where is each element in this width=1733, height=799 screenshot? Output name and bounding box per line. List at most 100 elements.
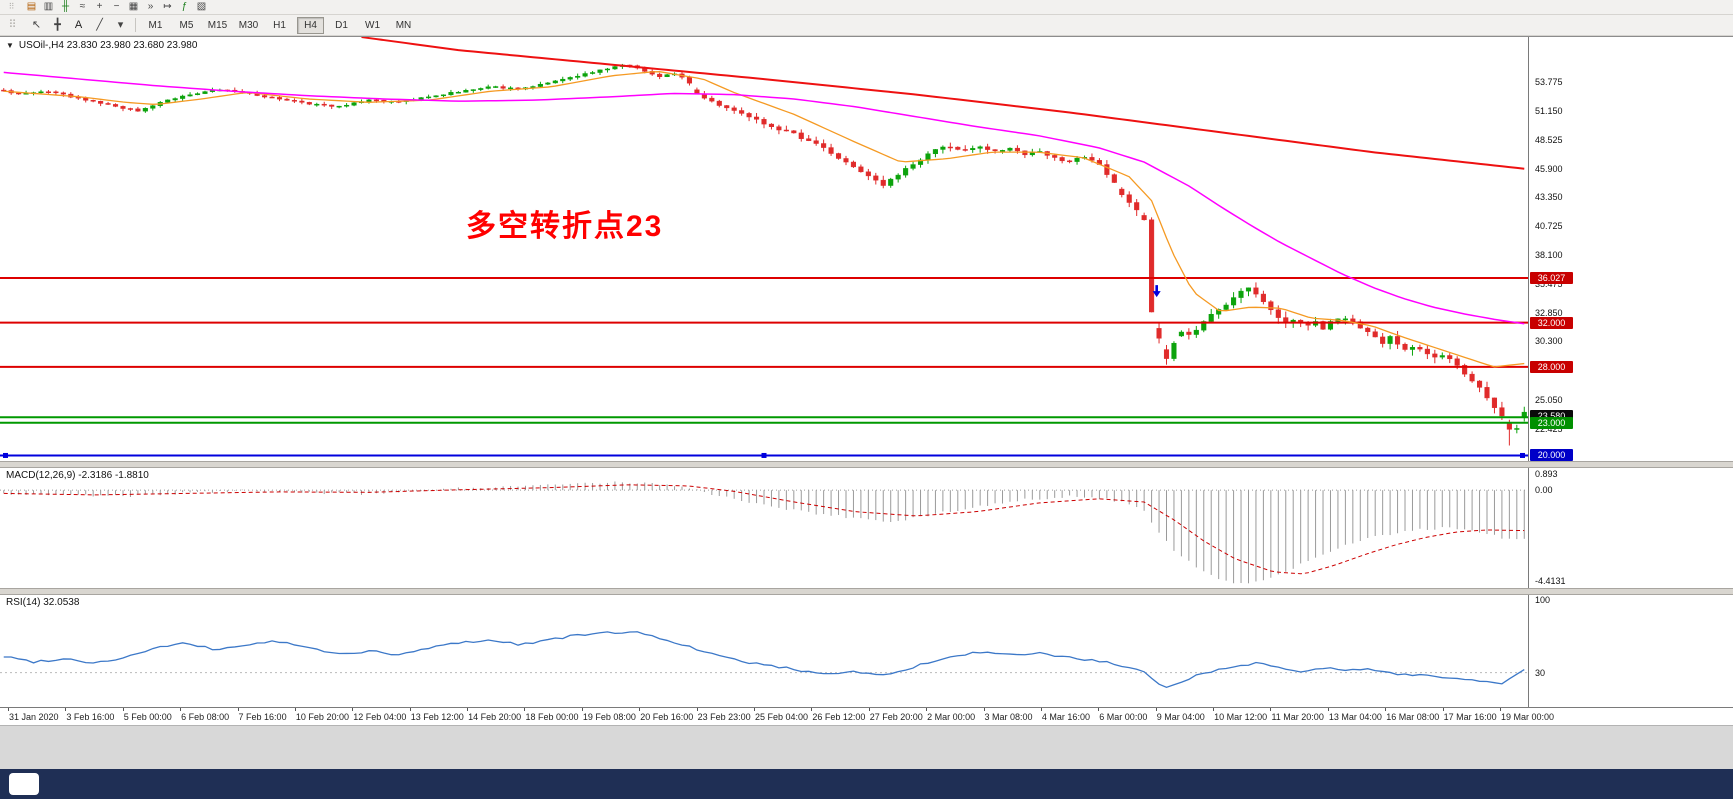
zoom-out-icon[interactable]: −: [113, 1, 120, 12]
date-axis-tick: [1270, 708, 1272, 711]
date-axis-tick: [926, 708, 928, 711]
rsi-line: [3, 631, 1525, 689]
hline-handle[interactable]: [761, 452, 767, 458]
date-axis-tick: [754, 708, 755, 711]
zoom-in-icon[interactable]: +: [96, 1, 103, 12]
date-axis-tick: [581, 708, 583, 711]
price-axis-label: 53.775: [1535, 76, 1563, 87]
toolbar-tools-timeframes: ⠿ ↖ ╋ A ╱ ▾ M1 M5 M15 M30 H1 H4 D1 W1 MN: [0, 15, 1733, 36]
templates-icon[interactable]: ▧: [196, 1, 207, 12]
macd-signal-line: [3, 484, 1525, 575]
ma-mid-line: [3, 71, 1525, 325]
panel-separator[interactable]: [0, 461, 1733, 468]
date-axis-label: 27 Feb 20:00: [869, 712, 923, 722]
date-axis-tick: [467, 708, 469, 711]
date-axis-tick: [1213, 708, 1215, 711]
macd-panel: 0.893 0.00 -4.4131 MACD(12,26,9) -2.3186 -…: [0, 468, 1733, 588]
candlestick-chart-icon[interactable]: ╫: [61, 1, 70, 12]
date-axis-tick: [1385, 708, 1387, 711]
date-axis-label: 6 Mar 00:00: [1099, 712, 1148, 722]
date-axis-tick: [294, 708, 296, 711]
rsi-canvas[interactable]: [0, 595, 1528, 707]
date-axis-label: 26 Feb 12:00: [812, 712, 866, 722]
new-order-icon[interactable]: ▤: [26, 1, 37, 12]
date-axis-label: 23 Feb 23:00: [697, 712, 751, 722]
date-axis-tick: [65, 708, 67, 711]
date-axis[interactable]: 31 Jan 2020 3 Feb 16:00 5 Feb 00:00 6 Feb 0…: [0, 707, 1733, 725]
drawing-tools-group: ⠿ ↖ ╋ A ╱ ▾: [3, 17, 130, 33]
date-axis-tick: [122, 708, 124, 711]
date-axis-tick: [1442, 708, 1444, 711]
date-axis-label: 3 Feb 16:00: [66, 712, 115, 722]
price-axis-label: 38.100: [1535, 250, 1563, 261]
trendline-tool-icon[interactable]: ╱: [96, 19, 103, 31]
tools-dropdown-icon[interactable]: ▾: [117, 19, 124, 31]
macd-canvas[interactable]: [0, 468, 1528, 588]
timeframe-button-m5[interactable]: M5: [179, 19, 194, 31]
price-axis-label: 51.150: [1535, 105, 1563, 116]
toolbar-drag-handle: ⠿: [8, 19, 17, 31]
date-axis-tick: [639, 708, 641, 711]
macd-histogram: [3, 481, 1525, 584]
date-axis-label: 13 Feb 12:00: [410, 712, 464, 722]
macd-axis: 0.893 0.00 -4.4131: [1528, 468, 1733, 588]
price-badge-20.000: 20.000: [1530, 449, 1573, 462]
date-axis-tick: [352, 708, 354, 711]
crosshair-tool-icon[interactable]: ╋: [54, 19, 61, 31]
chart-collapse-icon[interactable]: ▼: [6, 41, 14, 50]
text-tool-icon[interactable]: A: [74, 19, 83, 31]
timeframe-button-h1[interactable]: H1: [273, 19, 286, 31]
horizontal-level-lines: [0, 277, 1528, 458]
date-axis-label: 20 Feb 16:00: [640, 712, 694, 722]
price-axis-label: 40.725: [1535, 221, 1563, 232]
date-axis-label: 11 Mar 20:00: [1271, 712, 1324, 722]
timeframe-button-m1[interactable]: M1: [148, 19, 163, 31]
ma-slow-line: [361, 37, 1525, 170]
rsi-axis: 100 30: [1528, 595, 1733, 707]
date-axis-label: 14 Feb 20:00: [468, 712, 522, 722]
timeframe-button-h4[interactable]: H4: [297, 16, 324, 34]
timeframe-button-mn[interactable]: MN: [395, 19, 412, 31]
timeframe-button-d1[interactable]: D1: [335, 19, 348, 31]
price-badge-23.000: 23.000: [1530, 416, 1573, 429]
date-axis-label: 25 Feb 04:00: [755, 712, 809, 722]
timeframe-button-m15[interactable]: M15: [207, 19, 228, 31]
date-axis-label: 16 Mar 08:00: [1386, 712, 1440, 722]
macd-label: MACD(12,26,9) -2.3186 -1.8810: [6, 470, 149, 481]
cursor-tool-icon[interactable]: ↖: [31, 19, 42, 31]
price-axis[interactable]: 53.775 51.150 48.525 45.900 43.350 40.725 38.1…: [1528, 37, 1733, 462]
rsi-label: RSI(14) 32.0538: [6, 597, 80, 608]
hline-handle[interactable]: [1520, 452, 1525, 458]
date-axis-label: 12 Feb 04:00: [353, 712, 407, 722]
main-chart-canvas[interactable]: [0, 37, 1528, 461]
tile-windows-icon[interactable]: ▦: [128, 1, 139, 12]
panel-separator[interactable]: [0, 588, 1733, 595]
timeframe-button-m30[interactable]: M30: [238, 19, 259, 31]
macd-axis-label: 0.00: [1535, 485, 1553, 496]
date-axis-label: 17 Mar 16:00: [1443, 712, 1497, 722]
date-axis-tick: [983, 708, 985, 711]
timeframe-buttons-group: M1 M5 M15 M30 H1 H4 D1 W1 MN: [141, 16, 418, 34]
chart-title: ▼ USOil-,H4 23.830 23.980 23.680 23.980: [6, 40, 197, 51]
hline-handle[interactable]: [3, 452, 8, 458]
main-chart-panel: 53.775 51.150 48.525 45.900 43.350 40.725 38.1…: [0, 37, 1733, 462]
date-axis-tick: [409, 708, 411, 711]
date-axis-label: 10 Feb 20:00: [295, 712, 349, 722]
rsi-panel: 100 30 RSI(14) 32.0538: [0, 595, 1733, 707]
indicators-icon[interactable]: ƒ: [181, 1, 188, 12]
bar-chart-icon[interactable]: ▥: [43, 1, 54, 12]
rsi-axis-label: 100: [1535, 595, 1551, 605]
price-axis-label: 35.475: [1535, 279, 1563, 290]
date-axis-tick: [1327, 708, 1329, 711]
date-axis-tick: [1040, 708, 1042, 711]
date-axis-tick: [180, 708, 182, 711]
chart-shift-icon[interactable]: ↦: [163, 1, 172, 12]
line-chart-icon[interactable]: ≈: [79, 1, 86, 12]
toolbar-drag-handle: ⠿: [8, 2, 15, 11]
date-axis-tick: [524, 708, 526, 711]
date-axis-tick: [1500, 708, 1501, 711]
timeframe-button-w1[interactable]: W1: [365, 19, 380, 31]
auto-scroll-icon[interactable]: »: [147, 1, 154, 12]
taskbar-app-button[interactable]: [9, 773, 39, 795]
